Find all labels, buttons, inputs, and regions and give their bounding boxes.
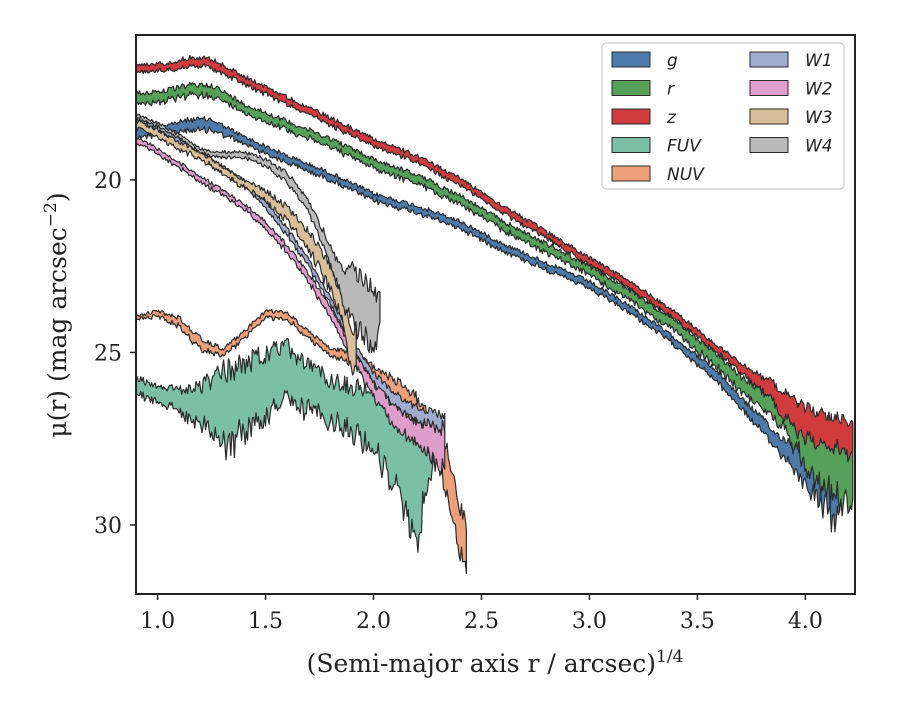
- band-nuv: [135, 308, 467, 574]
- band-r: [135, 81, 854, 517]
- legend-item-w4: W4: [749, 137, 833, 157]
- legend-item-z: z: [611, 108, 677, 128]
- legend-label: z: [666, 108, 677, 128]
- band-w2: [135, 137, 446, 475]
- band-w4: [135, 114, 381, 353]
- x-tick-label: 4.0: [788, 609, 823, 634]
- legend-items: grz FUV NUV W1 W2 W3 W4: [611, 51, 833, 185]
- x-tick-label: 3.5: [680, 609, 715, 634]
- legend-item-w2: W2: [749, 80, 833, 100]
- legend-item-fuv: FUV: [611, 137, 702, 157]
- legend-item-g: g: [611, 51, 678, 71]
- legend-label: r: [667, 80, 675, 100]
- legend-swatch: [749, 137, 789, 153]
- band-z: [135, 54, 854, 463]
- legend-label: W1: [805, 51, 833, 71]
- ticks-layer: 1.0 1.5 2.0 2.5 3.0 3.5 4.0 20 25 30: [94, 169, 823, 634]
- legend-item-w3: W3: [749, 108, 833, 128]
- x-tick-label: 1.5: [248, 609, 283, 634]
- y-tick-label: 20: [94, 169, 122, 194]
- legend-item-w1: W1: [749, 51, 833, 71]
- x-tick-label: 2.0: [356, 609, 391, 634]
- legend-swatch: [611, 108, 651, 125]
- legend: grz FUV NUV W1 W2 W3 W4: [601, 42, 845, 190]
- legend-swatch: [749, 108, 789, 125]
- legend-label: W3: [805, 108, 833, 128]
- x-axis-title-superscript: 1/4: [656, 647, 683, 667]
- legend-swatch: [611, 137, 651, 153]
- y-axis-title-superscript: −2: [41, 202, 61, 227]
- legend-swatch: [749, 51, 789, 68]
- y-tick-label: 25: [94, 341, 122, 366]
- legend-swatch: [749, 80, 789, 96]
- legend-label: NUV: [667, 165, 705, 185]
- y-axis-title-close: ): [43, 192, 72, 202]
- x-tick-label: 1.0: [140, 609, 175, 634]
- legend-label: W4: [805, 137, 833, 157]
- band-w3: [135, 119, 357, 376]
- x-tick-label: 3.0: [572, 609, 607, 634]
- plot-frame: [135, 34, 856, 595]
- band-fuv: [135, 337, 439, 553]
- legend-swatch: [611, 51, 651, 68]
- legend-item-r: r: [611, 80, 675, 100]
- y-tick-label: 30: [94, 514, 122, 539]
- legend-label: g: [667, 51, 678, 71]
- bands-layer: [135, 54, 854, 574]
- legend-swatch: [611, 80, 651, 96]
- legend-label: FUV: [667, 137, 702, 157]
- x-axis-title: (Semi-major axis r / arcsec)1/4: [307, 647, 684, 678]
- y-axis-title: μ(r) (mag arcsec−2): [41, 192, 72, 437]
- legend-label: W2: [805, 80, 833, 100]
- legend-item-nuv: NUV: [611, 165, 705, 185]
- x-tick-label: 2.5: [464, 609, 499, 634]
- legend-swatch: [611, 165, 651, 182]
